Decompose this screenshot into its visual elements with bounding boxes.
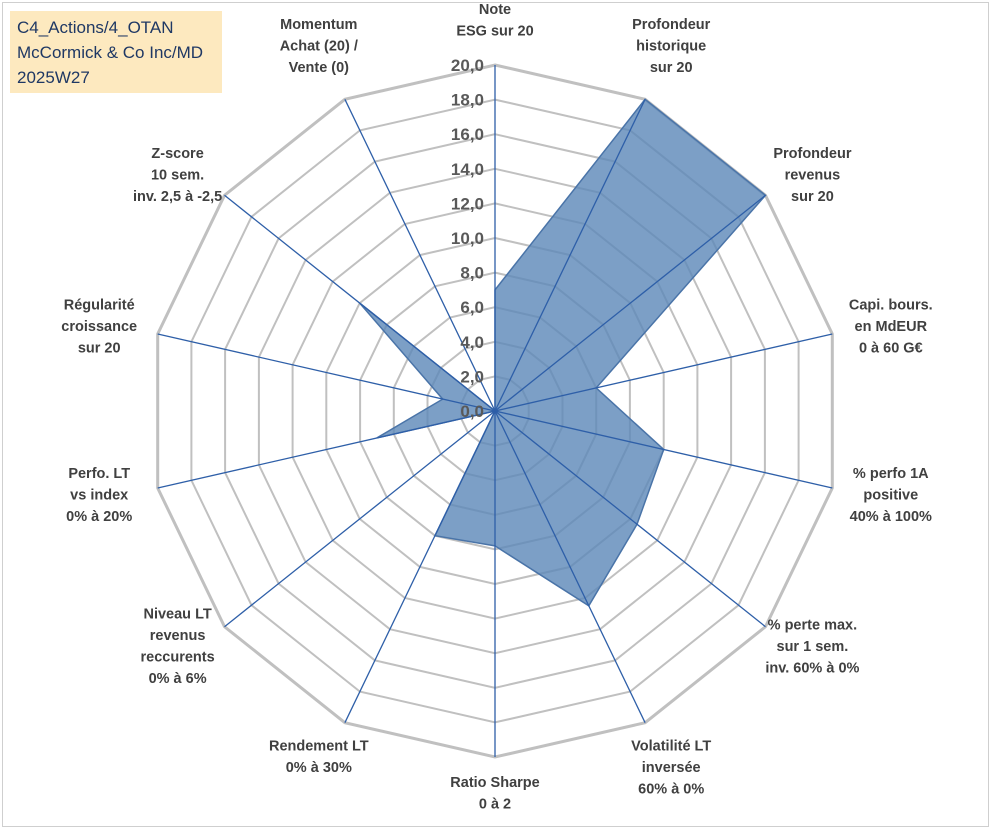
category-label-line: Niveau LT — [143, 607, 211, 623]
category-label-line: inversée — [642, 760, 701, 776]
axis-spoke — [157, 410, 496, 489]
axis-spoke — [344, 410, 496, 723]
category-label-line: % perfo 1A — [853, 466, 929, 482]
tick-label: 16,0 — [451, 125, 484, 144]
category-label: Profondeur revenus sur 20 — [773, 146, 851, 205]
series-layer — [359, 98, 767, 607]
category-label-line: 0 à 2 — [479, 797, 511, 813]
category-label-line: % perte max. — [768, 617, 857, 633]
tick-label: 20,0 — [451, 56, 484, 75]
axis-spoke — [494, 194, 766, 412]
category-label-line: revenus — [150, 628, 206, 644]
category-label: % perte max. sur 1 sem. inv. 60% à 0% — [765, 617, 859, 676]
category-label-line: 10 sem. — [151, 168, 204, 184]
category-label-line: inv. 60% à 0% — [765, 660, 859, 676]
category-label: Capi. bours. en MdEUR 0 à 60 G€ — [849, 298, 933, 357]
info-line-week: 2025W27 — [17, 68, 90, 87]
category-label-line: ESG sur 20 — [456, 24, 533, 40]
category-label-line: Régularité — [64, 298, 135, 314]
axis-spoke — [494, 410, 833, 489]
axis-spoke — [494, 99, 646, 412]
category-label: Perfo. LT vs index 0% à 20% — [66, 466, 132, 525]
category-label-line: sur 20 — [791, 189, 834, 205]
category-label: Niveau LT revenus reccurents 0% à 6% — [141, 607, 215, 688]
category-label-line: Profondeur — [773, 146, 851, 162]
category-label-line: en MdEUR — [855, 319, 928, 335]
category-label-line: Volatilité LT — [631, 739, 711, 755]
series-area — [359, 98, 767, 607]
category-label-line: vs index — [70, 487, 128, 503]
tick-label: 18,0 — [451, 91, 484, 110]
category-label-line: sur 1 sem. — [777, 639, 849, 655]
category-label: Profondeur historique sur 20 — [632, 17, 710, 76]
category-labels: Note ESG sur 20 Profondeur historique sur 20… — [61, 2, 932, 813]
tick-label: 14,0 — [451, 160, 484, 179]
info-box: C4_Actions/4_OTAN McCormick & Co Inc/MD … — [10, 11, 222, 93]
axis-spoke — [494, 410, 766, 628]
category-label-line: Vente (0) — [289, 60, 350, 76]
category-label-line: croissance — [61, 319, 137, 335]
category-label-line: sur 20 — [650, 60, 693, 76]
axis-spoke — [494, 333, 833, 412]
category-label: % perfo 1A positive 40% à 100% — [850, 466, 932, 525]
category-label-line: Rendement LT — [269, 739, 369, 755]
category-label-line: Achat (20) / — [280, 38, 358, 54]
category-label-line: inv. 2,5 à -2,5 — [133, 189, 222, 205]
category-label: Ratio Sharpe 0 à 2 — [450, 775, 539, 813]
tick-label: 0,0 — [460, 402, 484, 421]
category-label: Note ESG sur 20 — [456, 2, 533, 40]
category-label: Régularité croissance sur 20 — [61, 298, 137, 357]
category-label: Z-score 10 sem. inv. 2,5 à -2,5 — [133, 146, 222, 205]
category-label-line: positive — [863, 487, 918, 503]
category-label-line: 40% à 100% — [850, 509, 932, 525]
category-label-line: historique — [636, 38, 706, 54]
category-label-line: Note — [479, 2, 511, 18]
category-label-line: Z-score — [151, 146, 203, 162]
category-label-line: sur 20 — [78, 341, 121, 357]
category-label-line: Momentum — [280, 17, 357, 33]
category-label-line: 0% à 30% — [286, 760, 352, 776]
info-line-category: C4_Actions/4_OTAN — [17, 18, 174, 37]
category-label: Rendement LT 0% à 30% — [269, 739, 369, 777]
category-label-line: Ratio Sharpe — [450, 775, 539, 791]
tick-label: 8,0 — [460, 264, 484, 283]
axis-spoke — [224, 410, 496, 628]
category-label-line: reccurents — [141, 650, 215, 666]
category-label-line: Perfo. LT — [68, 466, 130, 482]
category-label-line: revenus — [785, 168, 841, 184]
category-label-line: 0% à 6% — [149, 671, 207, 687]
tick-label: 4,0 — [460, 333, 484, 352]
category-label-line: Capi. bours. — [849, 298, 933, 314]
tick-label: 2,0 — [460, 367, 484, 386]
category-label-line: Profondeur — [632, 17, 710, 33]
category-label-line: 0% à 20% — [66, 509, 132, 525]
tick-label: 6,0 — [460, 298, 484, 317]
category-label: Momentum Achat (20) / Vente (0) — [280, 17, 358, 76]
category-label-line: 60% à 0% — [638, 782, 704, 798]
tick-label: 10,0 — [451, 229, 484, 248]
axis-spoke — [157, 333, 496, 412]
info-line-company: McCormick & Co Inc/MD — [17, 43, 204, 62]
category-label-line: 0 à 60 G€ — [859, 341, 923, 357]
axis-spoke — [494, 410, 646, 723]
axis-spoke — [344, 99, 496, 412]
tick-label: 12,0 — [451, 194, 484, 213]
category-label: Volatilité LT inversée 60% à 0% — [631, 739, 711, 798]
axis-spoke — [224, 194, 496, 412]
tick-labels: 0,0 2,0 4,0 6,0 8,0 10,0 12,0 14,0 16,0 18,0 20,0 — [451, 56, 484, 421]
spokes — [157, 65, 833, 757]
